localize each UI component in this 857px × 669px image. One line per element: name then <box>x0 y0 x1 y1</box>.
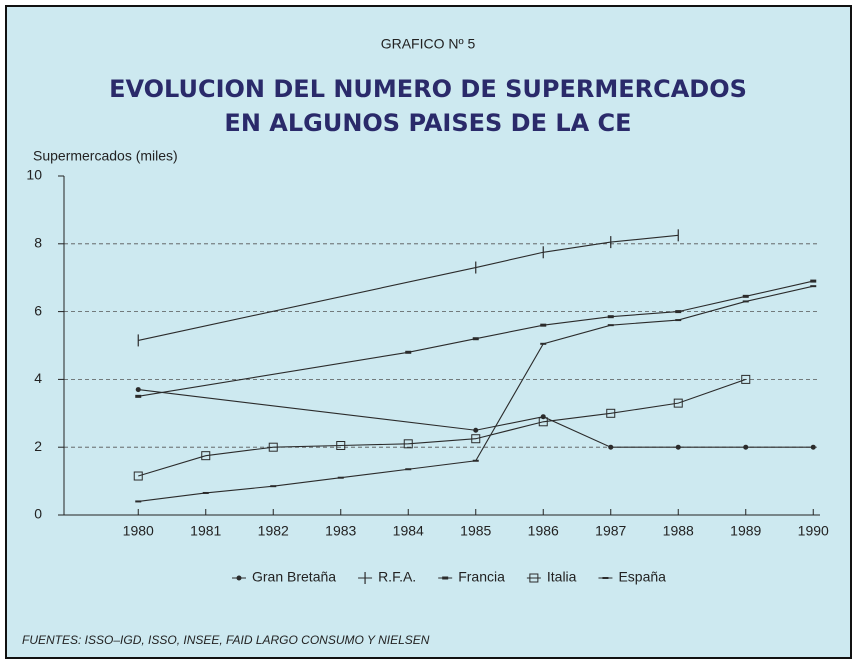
frame <box>5 5 852 659</box>
x-tick-label: 1984 <box>393 523 424 539</box>
y-tick-label: 10 <box>26 167 42 183</box>
footnote: FUENTES: ISSO–IGD, ISSO, INSEE, FAID LAR… <box>22 633 430 647</box>
x-tick-label: 1982 <box>258 523 289 539</box>
point <box>336 441 346 451</box>
y-tick-label: 4 <box>34 370 42 386</box>
legend-label: Italia <box>547 569 577 585</box>
x-tick-label: 1980 <box>123 523 154 539</box>
y-tick-label: 8 <box>34 235 42 251</box>
legend-label: Francia <box>458 569 505 585</box>
y-tick-label: 6 <box>34 302 42 318</box>
series-line <box>138 378 746 477</box>
chart-title: EVOLUCION DEL NUMERO DE SUPERMERCADOS <box>109 75 747 103</box>
legend-marker <box>236 575 242 581</box>
x-tick-label: 1987 <box>595 523 626 539</box>
x-tick-label: 1990 <box>798 523 829 539</box>
y-axis-label: Supermercados (miles) <box>33 148 178 164</box>
x-tick-label: 1981 <box>190 523 221 539</box>
point <box>741 374 751 384</box>
point <box>268 442 278 452</box>
chart-header: GRAFICO Nº 5 <box>381 36 476 52</box>
chart-title: EN ALGUNOS PAISES DE LA CE <box>224 109 631 137</box>
point <box>403 439 413 449</box>
x-tick-label: 1985 <box>460 523 491 539</box>
legend-label: R.F.A. <box>378 569 416 585</box>
point <box>540 414 546 420</box>
point <box>675 444 681 450</box>
legend-label: España <box>618 569 666 585</box>
point <box>538 417 548 427</box>
point <box>608 444 614 450</box>
point <box>473 427 479 433</box>
legend-marker <box>529 573 539 583</box>
x-tick-label: 1986 <box>528 523 559 539</box>
point <box>471 434 481 444</box>
point <box>606 408 616 418</box>
point <box>135 387 141 393</box>
point <box>673 398 683 408</box>
point <box>810 444 816 450</box>
x-tick-label: 1989 <box>730 523 761 539</box>
point <box>743 444 749 450</box>
point <box>201 451 211 461</box>
series-line <box>138 280 814 397</box>
y-tick-label: 0 <box>34 506 42 522</box>
y-tick-label: 2 <box>34 438 42 454</box>
legend-label: Gran Bretaña <box>252 569 336 585</box>
point <box>133 471 143 481</box>
x-tick-label: 1988 <box>663 523 694 539</box>
x-tick-label: 1983 <box>325 523 356 539</box>
